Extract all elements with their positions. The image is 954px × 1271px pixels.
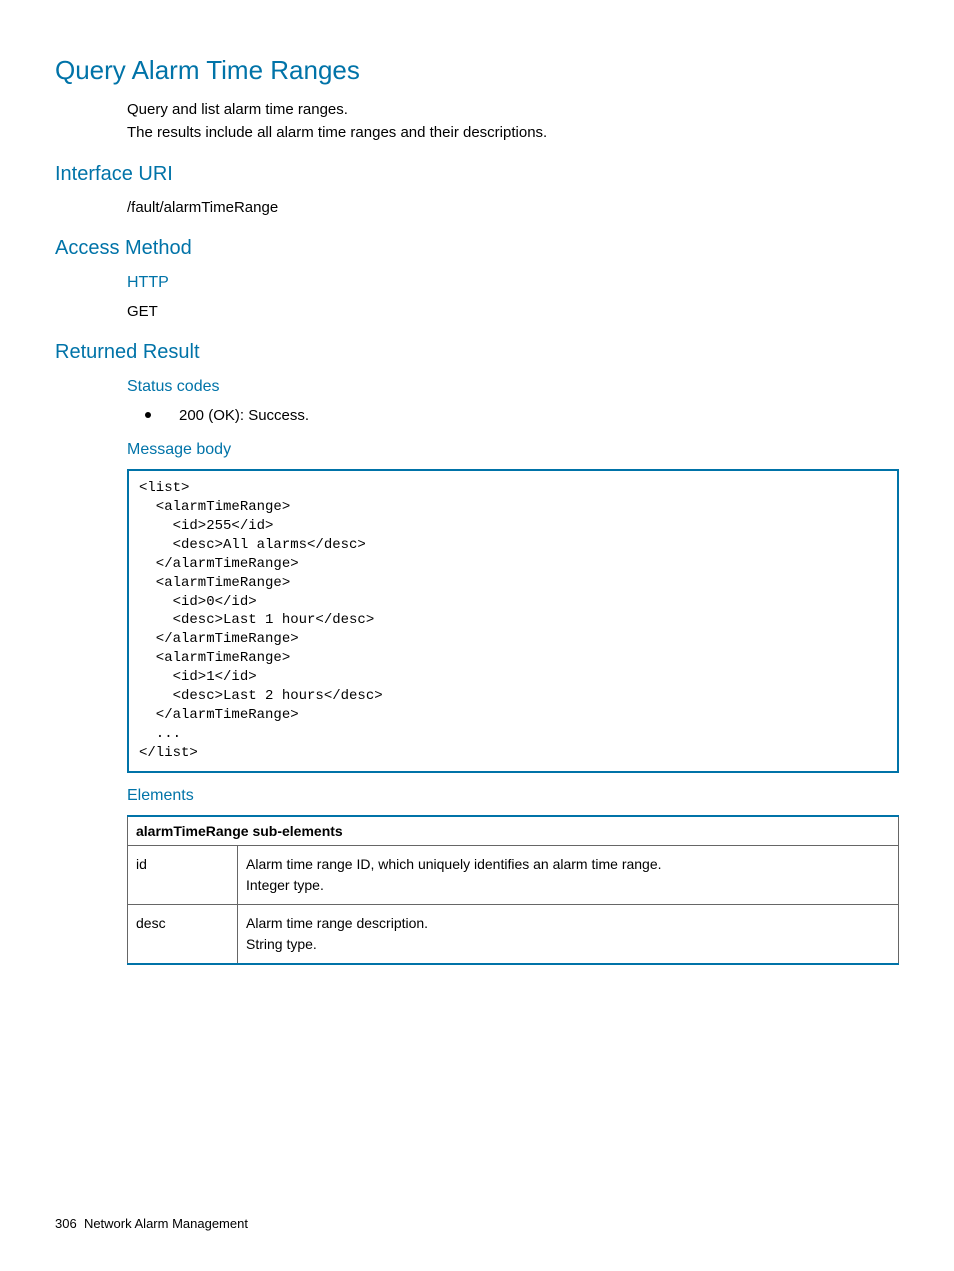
element-desc-line2: Integer type.	[246, 877, 324, 893]
element-description: Alarm time range ID, which uniquely iden…	[238, 845, 899, 904]
element-desc-line1: Alarm time range description.	[246, 915, 428, 931]
elements-table-header: alarmTimeRange sub-elements	[128, 816, 899, 846]
http-method: GET	[127, 300, 899, 323]
status-code-item: 200 (OK): Success.	[145, 404, 899, 427]
table-row: id Alarm time range ID, which uniquely i…	[128, 845, 899, 904]
message-body-heading: Message body	[127, 441, 899, 459]
footer-section: Network Alarm Management	[84, 1216, 248, 1231]
element-desc-line1: Alarm time range ID, which uniquely iden…	[246, 856, 662, 872]
element-description: Alarm time range description. String typ…	[238, 904, 899, 964]
elements-heading: Elements	[127, 787, 899, 805]
message-body-code: <list> <alarmTimeRange> <id>255</id> <de…	[127, 469, 899, 772]
table-row: desc Alarm time range description. Strin…	[128, 904, 899, 964]
interface-uri-heading: Interface URI	[55, 163, 899, 186]
status-codes-heading: Status codes	[127, 378, 899, 396]
element-desc-line2: String type.	[246, 936, 317, 952]
access-method-heading: Access Method	[55, 237, 899, 260]
page-number: 306	[55, 1216, 77, 1231]
intro-line-2: The results include all alarm time range…	[127, 121, 899, 144]
element-name: desc	[128, 904, 238, 964]
page-title: Query Alarm Time Ranges	[55, 55, 899, 86]
returned-result-heading: Returned Result	[55, 341, 899, 364]
page-footer: 306 Network Alarm Management	[55, 1216, 248, 1231]
http-label: HTTP	[127, 274, 899, 292]
status-codes-list: 200 (OK): Success.	[145, 404, 899, 427]
element-name: id	[128, 845, 238, 904]
interface-uri-value: /fault/alarmTimeRange	[127, 196, 899, 219]
intro-line-1: Query and list alarm time ranges.	[127, 98, 899, 121]
elements-table: alarmTimeRange sub-elements id Alarm tim…	[127, 815, 899, 965]
status-code-text: 200 (OK): Success.	[179, 404, 309, 427]
bullet-icon	[145, 412, 151, 418]
